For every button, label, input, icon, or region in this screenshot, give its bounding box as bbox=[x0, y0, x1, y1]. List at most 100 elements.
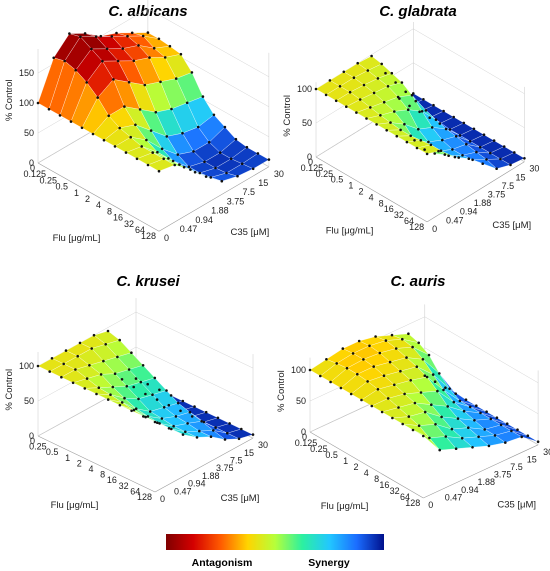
data-point bbox=[453, 155, 457, 159]
data-point bbox=[523, 157, 526, 160]
data-point bbox=[172, 424, 175, 428]
y-tick-label: 0.94 bbox=[195, 215, 213, 225]
data-point bbox=[78, 341, 82, 345]
data-point bbox=[157, 37, 161, 41]
x-tick-label: 0 bbox=[302, 432, 307, 442]
data-point bbox=[338, 85, 342, 88]
data-point bbox=[430, 126, 434, 129]
data-point bbox=[351, 352, 355, 355]
data-point bbox=[148, 56, 151, 59]
data-point bbox=[355, 111, 358, 114]
x-tick-label: 128 bbox=[137, 492, 152, 502]
data-point bbox=[68, 32, 71, 35]
y-tick-label: 0 bbox=[160, 494, 165, 504]
data-point bbox=[165, 389, 168, 392]
x-axis-label: Flu [μg/mL] bbox=[51, 500, 99, 511]
data-point bbox=[118, 403, 122, 407]
data-point bbox=[369, 106, 372, 109]
z-tick-label: 100 bbox=[291, 365, 306, 375]
data-point bbox=[218, 151, 222, 154]
data-point bbox=[58, 114, 62, 117]
data-point bbox=[212, 429, 215, 432]
data-point bbox=[407, 332, 410, 336]
data-point bbox=[468, 140, 472, 143]
data-point bbox=[390, 71, 394, 75]
y-tick-label: 30 bbox=[543, 447, 550, 457]
data-point bbox=[319, 374, 322, 378]
x-tick-label: 1 bbox=[74, 188, 79, 198]
data-point bbox=[71, 381, 75, 385]
data-point bbox=[203, 160, 206, 164]
data-point bbox=[209, 176, 213, 179]
y-tick-label: 0 bbox=[428, 500, 433, 510]
data-point bbox=[399, 128, 402, 132]
data-point bbox=[502, 145, 506, 148]
data-point bbox=[489, 151, 492, 155]
x-tick-label: 2 bbox=[77, 458, 82, 468]
data-point bbox=[95, 392, 98, 396]
data-point bbox=[118, 126, 121, 130]
data-point bbox=[407, 415, 411, 418]
data-point bbox=[417, 424, 421, 428]
colorbar: Antagonism Synergy bbox=[166, 534, 384, 569]
data-point bbox=[458, 134, 462, 137]
data-point bbox=[434, 118, 438, 121]
data-point bbox=[454, 447, 458, 451]
data-point bbox=[454, 135, 458, 138]
data-point bbox=[478, 145, 482, 149]
data-points bbox=[36, 329, 255, 441]
z-tick-labels: 0 50 100 150 bbox=[19, 68, 34, 168]
data-point bbox=[356, 372, 359, 376]
x-tick-label: 0.25 bbox=[310, 444, 328, 454]
data-point bbox=[167, 427, 171, 430]
data-point bbox=[457, 156, 461, 159]
data-point bbox=[471, 446, 474, 449]
data-point bbox=[36, 364, 40, 368]
data-point bbox=[404, 90, 408, 94]
data-point bbox=[151, 393, 154, 397]
x-tick-label: 16 bbox=[113, 213, 123, 223]
data-point bbox=[91, 132, 95, 136]
data-point bbox=[201, 95, 205, 98]
data-point bbox=[458, 399, 462, 403]
y-axis-label: C35 [μM] bbox=[221, 493, 260, 504]
data-point bbox=[380, 62, 384, 66]
data-point bbox=[396, 95, 400, 99]
data-point bbox=[423, 148, 426, 151]
data-point bbox=[256, 152, 260, 155]
data-point bbox=[110, 35, 114, 38]
data-point bbox=[214, 166, 217, 170]
data-point bbox=[190, 71, 194, 74]
data-point bbox=[362, 358, 365, 361]
data-point bbox=[450, 427, 454, 431]
data-point bbox=[372, 91, 376, 95]
data-point bbox=[401, 337, 404, 341]
data-point bbox=[124, 151, 128, 154]
data-point bbox=[158, 422, 161, 425]
data-point bbox=[362, 83, 366, 87]
y-tick-label: 0.94 bbox=[461, 485, 479, 495]
x-tick-label: 8 bbox=[374, 474, 379, 484]
data-point bbox=[138, 108, 142, 111]
data-point bbox=[118, 338, 121, 342]
data-point bbox=[418, 110, 421, 114]
x-tick-label: 0.125 bbox=[301, 163, 324, 173]
data-point bbox=[345, 366, 349, 370]
data-point bbox=[162, 157, 165, 161]
y-tick-label: 3.75 bbox=[494, 470, 512, 480]
data-point bbox=[106, 398, 110, 401]
data-point bbox=[129, 135, 132, 139]
data-point bbox=[441, 138, 444, 142]
colorbar-gradient bbox=[166, 534, 384, 550]
data-point bbox=[481, 162, 485, 165]
data-point bbox=[123, 396, 126, 400]
data-point bbox=[401, 422, 405, 426]
data-point bbox=[226, 431, 229, 435]
x-tick-label: 0.5 bbox=[325, 450, 338, 460]
y-tick-label: 0.47 bbox=[445, 492, 463, 502]
data-point bbox=[485, 158, 488, 161]
